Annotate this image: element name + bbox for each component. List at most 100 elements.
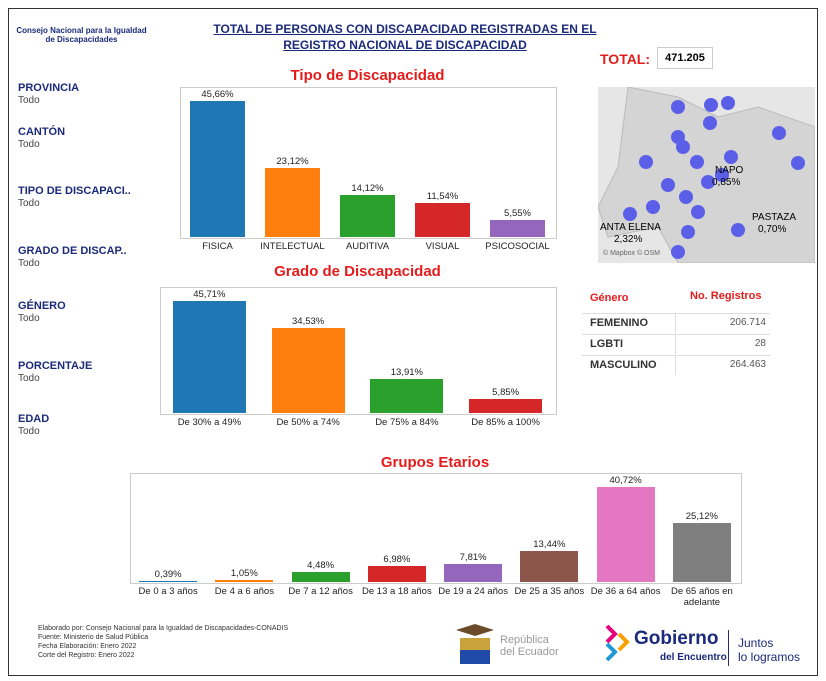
map-region: [598, 87, 815, 263]
filter-label: EDAD: [18, 413, 50, 425]
total-value: 471.205: [657, 47, 713, 69]
value-label: 1,05%: [230, 567, 258, 579]
value-label: 5,55%: [504, 208, 531, 220]
category-label: PSICOSOCIAL: [485, 241, 550, 252]
filter-value: Todo: [18, 426, 40, 437]
logo-line: República: [500, 634, 549, 646]
filter-label: TIPO DE DISCAPACI..: [18, 185, 131, 197]
value-label: 25,12%: [685, 511, 718, 523]
value-label: 4,48%: [307, 559, 335, 571]
category-label: De 36 a 64 años: [590, 586, 661, 597]
value-label: 7,81%: [459, 551, 487, 563]
value-label: 11,54%: [426, 190, 459, 202]
footer-line: Corte del Registro: Enero 2022: [38, 652, 135, 659]
plot-box: [130, 473, 742, 584]
logo-line: del Ecuador: [500, 646, 559, 658]
bar: [190, 101, 245, 237]
bar: [367, 565, 426, 582]
filter-value: Todo: [18, 95, 40, 106]
value-label: 40,72%: [609, 475, 642, 486]
value-label: 23,12%: [276, 156, 309, 168]
bar: [520, 550, 579, 582]
arrow: [617, 632, 630, 652]
category-label: De 75% a 84%: [375, 417, 439, 428]
map-label: PASTAZA: [752, 212, 797, 223]
table-cell: MASCULINO: [590, 359, 657, 371]
bar: [444, 563, 503, 582]
footer-line: Elaborado por: Consejo Nacional para la …: [38, 625, 289, 632]
org-name: Consejo Nacional para la Igualdad de Dis…: [16, 26, 147, 44]
bar: [265, 168, 320, 237]
emblem-condor: [456, 624, 494, 636]
divider: [728, 630, 729, 666]
bar: [291, 571, 350, 582]
bar: [172, 301, 246, 413]
logo-emblem: [456, 624, 494, 664]
category-label: FISICA: [202, 241, 233, 252]
value-label: 13,91%: [390, 366, 423, 378]
logo-line: Juntos: [738, 636, 774, 650]
table-cell: FEMENINO: [590, 317, 649, 329]
value-label: 6,98%: [383, 553, 411, 565]
category-label: VISUAL: [425, 241, 460, 252]
table-sep: [675, 313, 676, 333]
chart-title: Grupos Etarios: [380, 454, 490, 471]
footer-line: Fecha Elaboración: Enero 2022: [38, 643, 137, 650]
category-label: De 50% a 74%: [276, 417, 340, 428]
filter-value: Todo: [18, 198, 40, 209]
value-label: 45,71%: [193, 289, 226, 300]
value-label: 5,85%: [492, 386, 520, 398]
logo-text: República del Ecuador: [500, 634, 559, 658]
table-cell: 264.463: [729, 359, 766, 370]
chart-title: Tipo de Discapacidad: [290, 67, 445, 84]
bar: [469, 398, 543, 413]
bar: [271, 328, 345, 413]
value-label: 34,53%: [292, 316, 325, 328]
logo-text: Juntos lo logramos: [738, 636, 800, 664]
category-label: De 65 años en adelante: [670, 586, 733, 608]
table-cell: LGBTI: [590, 338, 623, 350]
filter-value: Todo: [18, 313, 40, 324]
logo-arrows: [605, 624, 630, 662]
bar: [370, 378, 444, 413]
footer-line: Fuente: Ministerio de Salud Pública: [38, 634, 149, 641]
category-label: De 25 a 35 años: [514, 586, 585, 597]
table-header: No. Registros: [690, 290, 762, 302]
map-credit: © Mapbox © OSM: [603, 250, 660, 257]
filter-label: GÉNERO: [18, 300, 66, 312]
map-points: [623, 96, 805, 259]
emblem-band: [460, 650, 490, 664]
logo-text: del Encuentro: [660, 652, 727, 663]
category-label: INTELECTUAL: [260, 241, 325, 252]
logo-text: Gobierno: [634, 628, 719, 649]
logo-line: lo logramos: [738, 650, 801, 664]
category-label: De 13 a 18 años: [362, 586, 432, 597]
value-label: 45,66%: [201, 89, 234, 100]
bar: [340, 194, 395, 237]
footer-notes: Elaborado por: Consejo Nacional para la …: [38, 624, 288, 660]
map-label: 0,70%: [758, 224, 787, 235]
total-label: TOTAL:: [600, 51, 651, 67]
category-label: AUDITIVA: [345, 241, 390, 252]
arrow: [605, 642, 618, 662]
map-label: ANTA ELENA: [600, 222, 661, 233]
table-cell: 28: [754, 338, 766, 349]
frame: [8, 8, 818, 676]
map-label: 2,32%: [614, 234, 643, 245]
bar: [215, 579, 274, 582]
table-row: [582, 355, 770, 376]
bar: [596, 487, 655, 582]
chart-title: Grado de Discapacidad: [274, 263, 441, 280]
map-label: NAPO: [715, 165, 744, 176]
filter-label: GRADO DE DISCAP..: [18, 245, 127, 257]
plot-box: [180, 87, 557, 239]
table-sep: [675, 334, 676, 354]
table-cell: 206.714: [729, 317, 766, 328]
filter-value: Todo: [18, 373, 40, 384]
bar: [139, 581, 198, 582]
category-label: De 7 a 12 años: [288, 586, 353, 597]
arrow: [605, 624, 618, 644]
category-label: De 30% a 49%: [177, 417, 242, 428]
filter-label: CANTÓN: [18, 126, 66, 138]
